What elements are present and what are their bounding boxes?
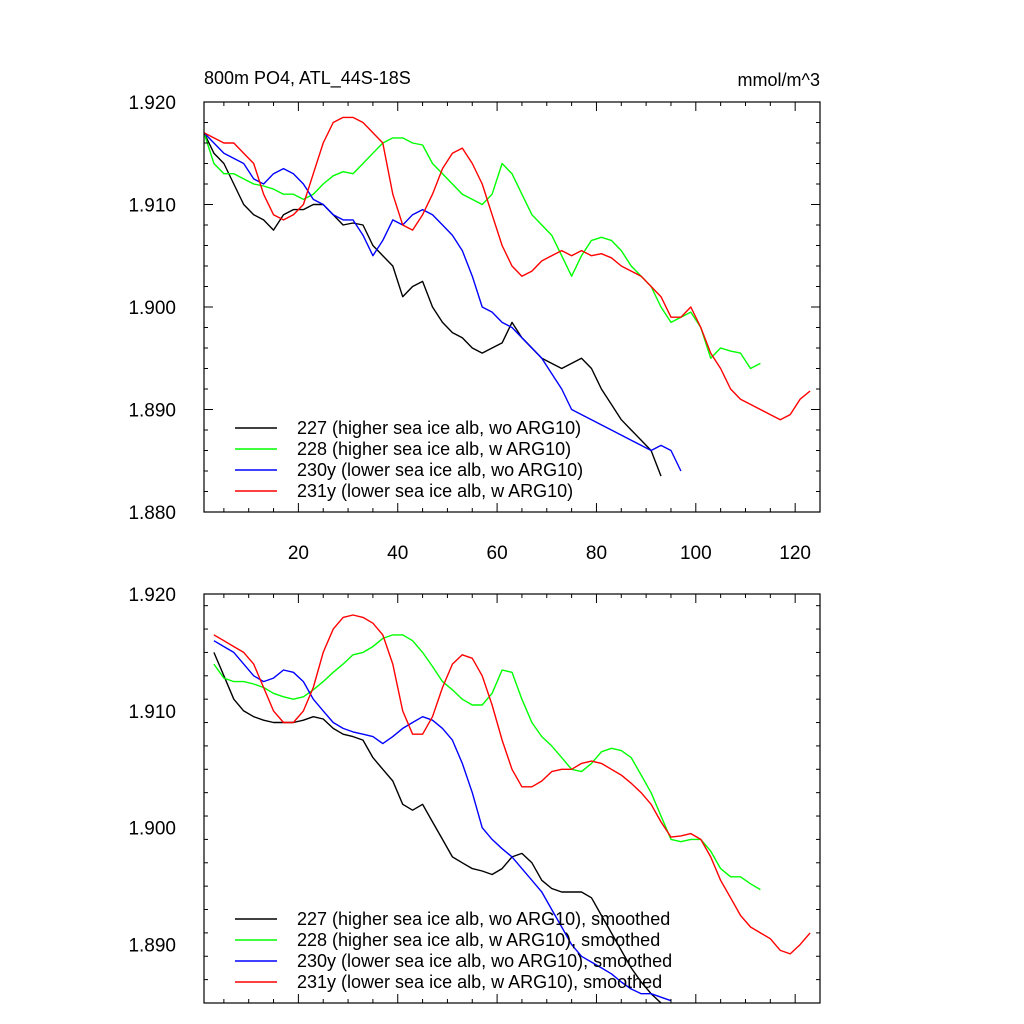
series-line-3 <box>204 132 682 472</box>
top-legend: 227 (higher sea ice alb, wo ARG10)228 (h… <box>235 418 583 501</box>
legend-label: 227 (higher sea ice alb, wo ARG10) <box>297 418 581 438</box>
chart-title: 800m PO4, ATL_44S-18S <box>204 68 411 89</box>
top-plot-area: 1.880 1.890 1.900 1.910 1.920 20 40 60 80 100 120 <box>128 93 821 564</box>
legend-label: 230y (lower sea ice alb, wo ARG10) <box>297 460 583 480</box>
x-tick-label: 40 <box>387 543 408 564</box>
series-group <box>213 614 811 1003</box>
bottom-plot-area: 1.890 1.900 1.910 1.920 <box>128 585 821 1004</box>
x-tick-label: 60 <box>487 543 508 564</box>
y-tick-label: 1.900 <box>128 819 176 840</box>
plot-frame <box>203 593 821 1004</box>
legend-label: 231y (lower sea ice alb, w ARG10) <box>297 481 573 501</box>
y-tick-label: 1.910 <box>128 196 176 217</box>
top-panel: 800m PO4, ATL_44S-18S mmol/m^3 1.880 1.89… <box>128 68 821 564</box>
series-line-1 <box>204 132 662 477</box>
series-line-4 <box>213 614 811 955</box>
legend-label: 231y (lower sea ice alb, w ARG10), smoot… <box>297 972 662 992</box>
bottom-panel: 1.890 1.900 1.910 1.920 227 (higher sea ice… <box>128 585 821 1004</box>
y-tick-label: 1.880 <box>128 503 176 524</box>
legend-label: 230y (lower sea ice alb, wo ARG10), smoo… <box>297 951 672 971</box>
legend-label: 228 (higher sea ice alb, w ARG10), smoot… <box>297 930 660 950</box>
y-tick-label: 1.910 <box>128 702 176 723</box>
series-line-2 <box>204 132 761 370</box>
y-tick-label: 1.920 <box>128 585 176 606</box>
y-tick-label: 1.920 <box>128 93 176 114</box>
y-tick-label: 1.890 <box>128 401 176 422</box>
units-label: mmol/m^3 <box>738 70 820 90</box>
series-line-2 <box>213 634 761 891</box>
y-tick-label: 1.900 <box>128 298 176 319</box>
series-group <box>204 116 811 477</box>
legend-label: 228 (higher sea ice alb, w ARG10) <box>297 439 571 459</box>
y-tick-label: 1.890 <box>128 936 176 957</box>
legend-label: 227 (higher sea ice alb, wo ARG10), smoo… <box>297 909 670 929</box>
series-line-4 <box>204 116 811 421</box>
x-tick-label: 80 <box>586 543 607 564</box>
x-tick-label: 20 <box>288 543 309 564</box>
x-tick-label: 100 <box>680 543 712 564</box>
x-tick-label: 120 <box>779 543 811 564</box>
series-line-3 <box>213 640 672 1002</box>
bottom-legend: 227 (higher sea ice alb, wo ARG10), smoo… <box>235 909 672 992</box>
